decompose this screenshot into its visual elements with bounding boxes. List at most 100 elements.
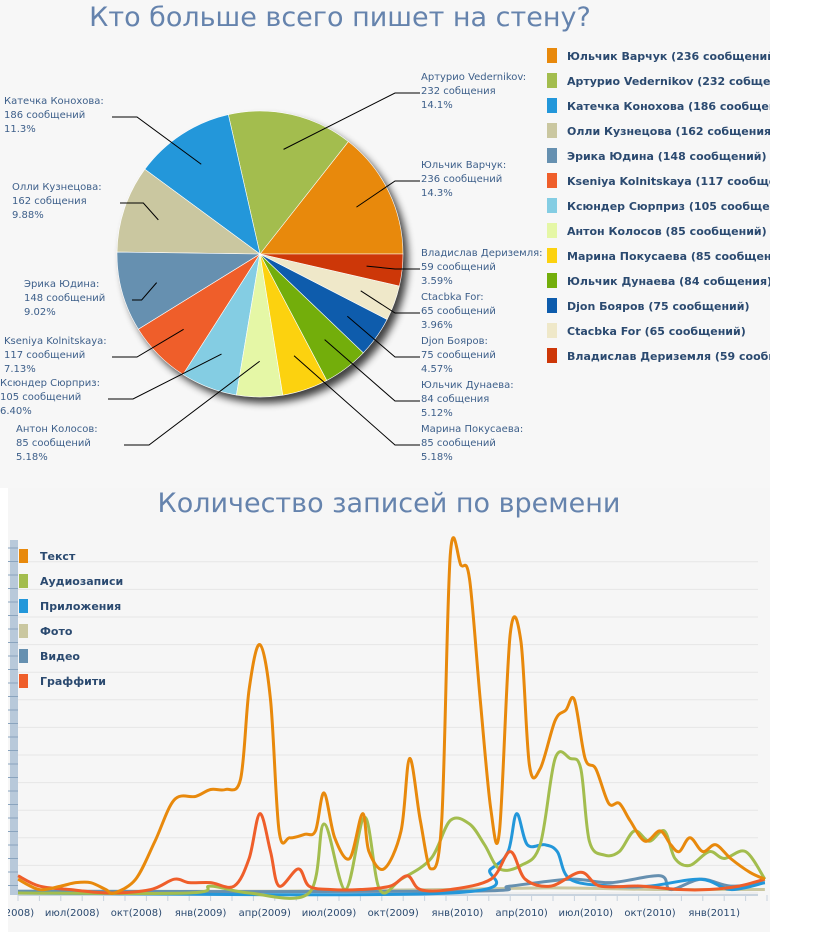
legend-swatch [19,549,28,563]
pie-label-percent: 5.18% [421,452,453,463]
pie-slice [116,251,262,330]
series-line-6 [17,812,766,895]
line-chart: апр(2008) июл(2008) окт(2008) янв(2009) апр(… [8,536,768,919]
pie-label-count: 65 сообщений [421,306,496,317]
legend-swatch [547,248,557,263]
series-line-3 [17,812,766,897]
legend-swatch [19,574,28,588]
legend-label: Аудиозаписи [40,575,123,588]
legend-label: Антон Колосов (85 сообщений) [567,225,767,238]
pie-slice [227,110,349,255]
x-tick-label: апр(2009) [239,908,291,919]
legend-label: Граффити [40,675,106,688]
pie-label-name: Ксюндер Сюрприз: [0,378,100,389]
pie-label-percent: 7.13% [4,364,36,375]
legend-label: Видео [40,650,80,663]
pie-label-name: Катечка Конохова: [4,96,104,107]
pie-leader-line [120,202,159,221]
legend-label: Эрика Юдина (148 сообщений) [567,150,767,163]
pie-chart-panel: Кто больше всего пишет на стену? Юльчик … [0,0,770,488]
series-line-2 [17,750,767,900]
pie-leader-line [347,315,420,358]
pie-label-percent: 5.18% [16,452,48,463]
pie-leader-line [124,360,260,446]
legend-label: Марина Покусаева (85 сообщений) [567,250,770,263]
legend-swatch [19,624,28,638]
x-tick-label: апр(2010) [495,908,547,919]
legend-label: Ксюндер Сюрприз (105 сообщений) [567,200,770,213]
pie-label-name: Эрика Юдина: [24,279,99,290]
pie-slice [144,114,261,255]
pie-leader-line [356,180,420,208]
legend-swatch [547,348,557,363]
pie-leader-line [112,116,202,165]
legend-swatch [547,198,557,213]
legend-label: Фото [40,625,73,638]
legend-swatch [547,148,557,163]
pie-label-name: Марина Покусаева: [421,424,523,435]
pie-label-percent: 3.59% [421,276,453,287]
x-tick-label: июл(2009) [302,908,357,919]
pie-label-name: Юльчик Варчук: [421,160,506,171]
pie-slice [116,168,261,255]
pie-label-count: 148 сообщений [24,293,105,304]
x-tick-label: окт(2008) [111,908,162,919]
pie-label-count: 162 собщения [12,196,87,207]
legend-label: Юльчик Варчук (236 сообщений) [567,50,770,63]
legend-swatch [547,98,557,113]
pie-leader-line [324,339,420,402]
line-chart-title: Количество записей по времени [157,488,621,519]
legend-swatch [19,674,28,688]
pie-leader-line [108,353,222,400]
legend-swatch [547,173,557,188]
y-axis-bar [10,540,18,895]
pie-label-percent: 9.02% [24,307,56,318]
pie-label-count: 59 сообщений [421,262,496,273]
x-tick-label: янв(2009) [175,908,227,919]
pie-label-count: 85 сообщений [16,438,91,449]
legend-label: Катечка Конохова (186 сообщений) [567,100,770,113]
pie-label-count: 236 сообщений [421,174,502,185]
pie-label-percent: 9.88% [12,210,44,221]
pie-label-name: Ctacbka For: [421,292,484,303]
pie-leader-line [112,328,184,358]
pie-label-name: Владислав Деризeмля: [421,248,542,259]
legend-swatch [547,323,557,338]
pie-leader-line [366,265,420,270]
x-tick-label: янв(2011) [688,908,740,919]
pie-label-percent: 14.3% [421,188,453,199]
x-tick-label: янв(2010) [432,908,484,919]
pie-leader-line [132,282,158,301]
x-tick-label: апр(2008) [8,908,34,919]
pie-label-count: 85 сообщений [421,438,496,449]
pie-leader-line [360,290,420,314]
line-chart-panel: Количество записей по времени апр(2008) и… [8,488,770,932]
legend-label: Текст [40,550,76,563]
legend-label: Djon Бояров (75 сообщений) [567,300,750,313]
pie-label-percent: 5.12% [421,408,453,419]
pie-chart-title: Кто больше всего пишет на стену? [89,2,591,33]
series-line-1 [17,536,766,895]
pie-slice [259,141,404,255]
pie-label-percent: 14.1% [421,100,453,111]
x-tick-label: окт(2009) [368,908,419,919]
pie-label-percent: 11.3% [4,124,36,135]
pie-label-percent: 6.40% [0,406,32,417]
pie-label-name: Юльчик Дунаева: [421,380,514,391]
legend-label: Приложения [40,600,121,613]
legend-swatch [547,123,557,138]
legend-label: Владислав Деризeмля (59 сообщений) [567,350,770,363]
pie-label-count: 186 сообщений [4,110,85,121]
pie-label-count: 84 собщения [421,394,489,405]
legend-swatch [19,599,28,613]
legend-label: Юльчик Дунаева (84 собщения) [567,275,770,288]
pie-label-name: Djon Бояров: [421,336,488,347]
pie-leader-line [293,355,420,446]
pie-label-percent: 3.96% [421,320,453,331]
legend-swatch [547,298,557,313]
pie-label-name: Антон Колосов: [16,424,98,435]
pie-label-name: Kseniya Kolnitskaya: [4,336,107,347]
pie-label-count: 75 сообщений [421,350,496,361]
legend-label: Ctacbka For (65 сообщений) [567,325,746,338]
pie-leader-line [283,92,420,150]
